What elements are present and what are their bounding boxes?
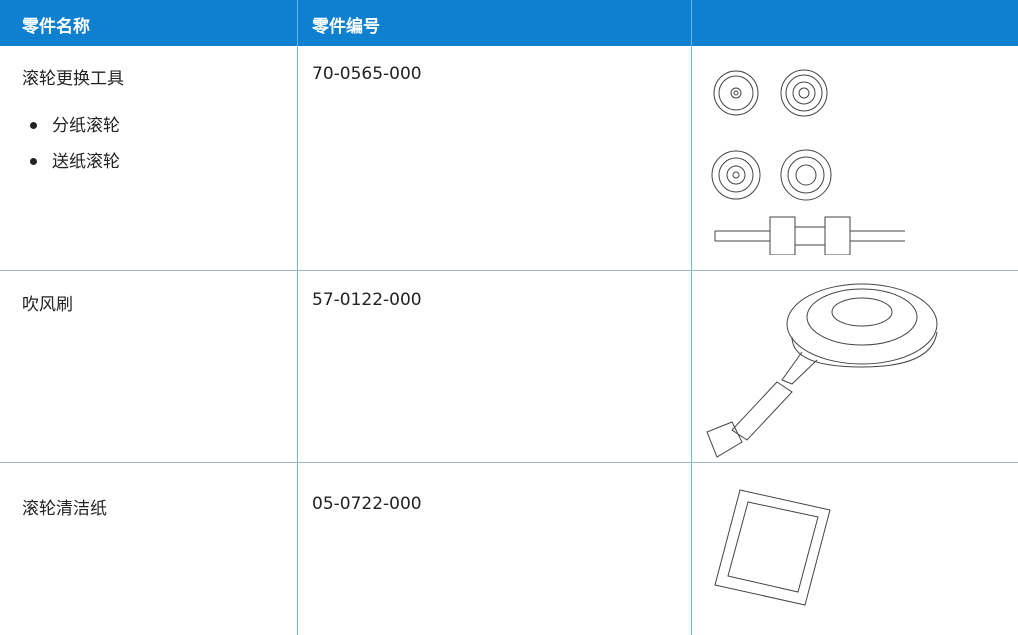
part-number: 57-0122-000	[312, 290, 422, 310]
cleaning-paper-illustration	[714, 489, 831, 606]
header-cell: 零件编号	[312, 17, 380, 37]
column-divider	[691, 0, 692, 635]
row-divider	[0, 462, 1018, 463]
part-number: 70-0565-000	[312, 64, 422, 84]
sub-item: 送纸滚轮	[52, 152, 120, 172]
header-row	[0, 0, 1018, 46]
part-number: 05-0722-000	[312, 494, 422, 514]
row-divider	[0, 270, 1018, 271]
part-name: 滚轮更换工具	[22, 69, 124, 89]
part-name: 吹风刷	[22, 295, 73, 315]
column-divider	[297, 0, 298, 635]
sub-item: 分纸滚轮	[52, 116, 120, 136]
roller-illustration	[711, 69, 905, 255]
brush-illustration	[706, 283, 938, 458]
bullet	[30, 158, 37, 165]
part-name: 滚轮清洁纸	[22, 499, 107, 519]
bullet	[30, 122, 37, 129]
header-cell: 零件名称	[22, 17, 90, 37]
